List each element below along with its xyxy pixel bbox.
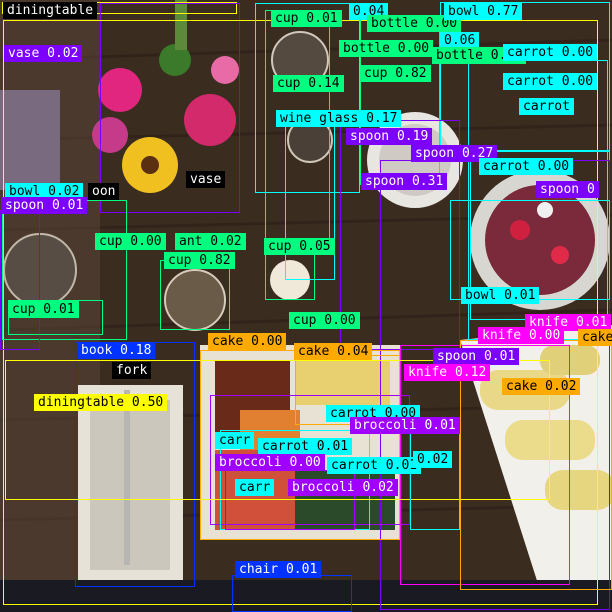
detection-label-carrot: carrot 0.00 bbox=[479, 158, 574, 175]
detection-label-chair: chair 0.01 bbox=[235, 561, 322, 578]
detection-label-carrot: carrot 0.01 bbox=[258, 438, 353, 455]
detection-label-cake: cake 0.04 bbox=[294, 343, 373, 360]
detection-label-cup: cup 0.14 bbox=[273, 75, 344, 92]
detection-label-carrot: carr bbox=[215, 432, 255, 449]
detection-label-partial: 0.06 bbox=[440, 32, 480, 49]
detection-label-cup: cup 0.00 bbox=[289, 312, 360, 329]
detection-label-broccoli: broccoli 0.00 bbox=[215, 454, 325, 471]
detection-label-vase: vase 0.02 bbox=[4, 45, 83, 62]
napkin-with-fork bbox=[78, 385, 183, 585]
detection-label-cake: cake 0.00 bbox=[208, 333, 287, 350]
salad-bowl bbox=[470, 170, 610, 310]
detection-label-cup: cup 0.00 bbox=[95, 233, 166, 250]
detection-label-bowl: bowl 0.77 bbox=[444, 3, 523, 20]
detection-label-carrot: carr bbox=[235, 479, 275, 496]
detection-label-cake: cake bbox=[578, 329, 612, 346]
detection-label-spoon: spoon 0.01 bbox=[1, 197, 88, 214]
detection-label-spoon: spoon 0.27 bbox=[411, 145, 498, 162]
detection-label-vase: vase bbox=[186, 171, 226, 188]
detection-label-diningtable: diningtable 0.50 bbox=[34, 394, 168, 411]
detection-label-cup: cup 0.82 bbox=[164, 252, 235, 269]
detection-label-spoon: spoon 0 bbox=[536, 181, 599, 198]
detection-label-bottle: bottle 0.00 bbox=[339, 40, 434, 57]
detection-label-partial: oon bbox=[88, 183, 120, 200]
detection-label-cup: cup 0.05 bbox=[264, 238, 335, 255]
detection-label-diningtable: diningtable bbox=[3, 2, 98, 19]
detection-label-bowl: bowl 0.01 bbox=[461, 287, 540, 304]
detection-label-knife: knife 0.00 bbox=[478, 327, 565, 344]
detection-label-wine-glass: wine glass 0.17 bbox=[276, 110, 402, 127]
detection-label-carrot: carrot 0.01 bbox=[327, 457, 422, 474]
detection-label-bottle: bottle 0.00 bbox=[432, 47, 527, 64]
detection-label-carrot: carrot 0.00 bbox=[503, 73, 598, 90]
detection-label-partial: ant 0.02 bbox=[175, 233, 246, 250]
detection-label-partial: 0.02 bbox=[413, 451, 453, 468]
detection-label-spoon: spoon 0.31 bbox=[361, 173, 448, 190]
detection-label-broccoli: broccoli 0.01 bbox=[350, 417, 460, 434]
detection-label-fork: fork bbox=[112, 362, 152, 379]
detection-label-bottle: bottle 0.00 bbox=[367, 15, 462, 32]
flower-bouquet bbox=[92, 0, 239, 193]
detection-label-spoon: spoon 0.19 bbox=[346, 128, 433, 145]
detection-label-knife: knife 0.01 bbox=[525, 314, 612, 331]
detection-label-cup: cup 0.01 bbox=[271, 10, 342, 27]
detection-label-carrot: carrot bbox=[519, 98, 574, 115]
detection-label-cup: cup 0.01 bbox=[8, 301, 79, 318]
detection-label-broccoli: broccoli 0.02 bbox=[288, 479, 398, 496]
detection-label-carrot: carrot 0.00 bbox=[503, 44, 598, 61]
detection-label-bowl: bowl 0.02 bbox=[5, 183, 84, 200]
detection-label-knife: knife 0.12 bbox=[404, 364, 491, 381]
detection-label-spoon: spoon 0.01 bbox=[433, 348, 520, 365]
detection-label-cup: cup 0.82 bbox=[360, 65, 431, 82]
detection-label-book: book 0.18 bbox=[77, 342, 156, 359]
detection-label-cake: cake 0.02 bbox=[502, 378, 581, 395]
